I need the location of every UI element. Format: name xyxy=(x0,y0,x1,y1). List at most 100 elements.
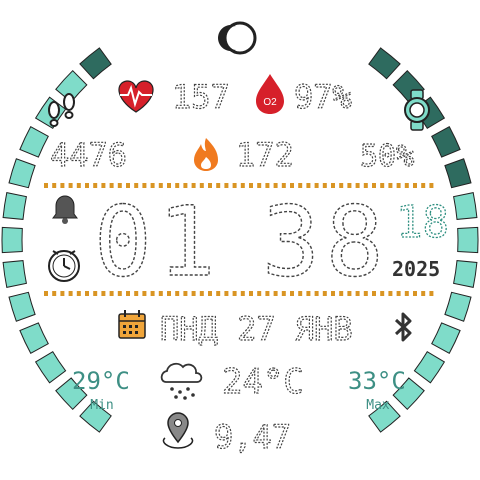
separator-dot xyxy=(199,291,204,296)
separator-dot xyxy=(281,291,286,296)
separator-dot xyxy=(298,291,303,296)
moon-icon xyxy=(218,21,257,55)
right-gauge-segment xyxy=(368,400,401,433)
spo2-value: 97% xyxy=(294,78,352,116)
separator-dot xyxy=(355,291,360,296)
separator-dot xyxy=(388,183,393,188)
separator-dot xyxy=(93,291,98,296)
separator-dot xyxy=(429,183,434,188)
separator-dot xyxy=(404,291,409,296)
separator-dot xyxy=(109,291,114,296)
separator-bottom xyxy=(44,291,434,296)
separator-dot xyxy=(404,183,409,188)
heart-pulse-icon xyxy=(118,80,154,113)
separator-dot xyxy=(68,291,73,296)
separator-dot xyxy=(339,291,344,296)
separator-dot xyxy=(142,291,147,296)
separator-dot xyxy=(380,183,385,188)
right-gauge-segment xyxy=(444,158,472,189)
separator-dot xyxy=(101,291,106,296)
separator-dot xyxy=(68,183,73,188)
separator-dot xyxy=(216,291,221,296)
separator-top xyxy=(44,183,434,188)
separator-dot xyxy=(175,291,180,296)
min-temp-value: 29°C xyxy=(72,367,130,395)
left-gauge-segment xyxy=(8,291,36,322)
left-gauge-segment xyxy=(79,47,112,80)
separator-dot xyxy=(232,291,237,296)
separator-dot xyxy=(257,183,262,188)
separator-dot xyxy=(44,291,48,296)
separator-dot xyxy=(167,183,171,188)
separator-dot xyxy=(60,183,65,188)
separator-dot xyxy=(281,183,286,188)
separator-dot xyxy=(126,291,130,296)
left-gauge-segment xyxy=(8,158,36,189)
left-gauge-segment xyxy=(34,351,67,384)
flame-icon xyxy=(194,138,218,171)
separator-dot xyxy=(421,291,426,296)
separator-dot xyxy=(314,183,319,188)
right-gauge-segment xyxy=(368,47,401,80)
separator-dot xyxy=(306,183,311,188)
separator-dot xyxy=(76,183,81,188)
separator-dot xyxy=(216,183,221,188)
right-gauge-segment xyxy=(431,126,461,158)
separator-dot xyxy=(290,291,294,296)
calendar-icon xyxy=(118,310,146,339)
max-temp-label: Max xyxy=(366,398,390,413)
distance-value: 9,47 xyxy=(214,418,291,456)
left-gauge-segment xyxy=(2,192,27,220)
separator-dot xyxy=(331,183,335,188)
separator-dot xyxy=(240,291,245,296)
separator-dot xyxy=(52,183,57,188)
left-gauge-segment xyxy=(19,126,49,158)
separator-dot xyxy=(347,291,352,296)
time-minutes: 38 xyxy=(262,186,390,298)
date-text: ПНД 27 ЯНВ xyxy=(160,310,353,348)
separator-dot xyxy=(224,291,229,296)
battery-value: 50% xyxy=(360,139,414,174)
separator-dot xyxy=(347,183,352,188)
separator-dot xyxy=(249,183,253,188)
separator-dot xyxy=(396,291,401,296)
separator-dot xyxy=(117,183,122,188)
separator-dot xyxy=(322,183,327,188)
right-gauge-segment xyxy=(453,192,478,220)
separator-dot xyxy=(191,291,196,296)
separator-dot xyxy=(208,291,212,296)
separator-dot xyxy=(224,183,229,188)
right-gauge-segment xyxy=(444,291,472,322)
separator-dot xyxy=(199,183,204,188)
separator-dot xyxy=(265,183,270,188)
bluetooth-icon xyxy=(394,312,412,342)
steps-value: 4476 xyxy=(50,136,127,174)
separator-dot xyxy=(363,183,368,188)
left-gauge-segment xyxy=(79,400,112,433)
right-gauge-segment xyxy=(457,226,479,254)
separator-dot xyxy=(208,183,212,188)
separator-dot xyxy=(314,291,319,296)
separator-dot xyxy=(273,183,278,188)
separator-dot xyxy=(380,291,385,296)
o2-drop-icon: O2 xyxy=(256,74,284,114)
separator-dot xyxy=(339,183,344,188)
separator-dot xyxy=(101,183,106,188)
separator-dot xyxy=(372,183,376,188)
separator-dot xyxy=(158,291,163,296)
separator-dot xyxy=(331,291,335,296)
separator-dot xyxy=(175,183,180,188)
separator-dot xyxy=(249,291,253,296)
separator-dot xyxy=(257,291,262,296)
separator-dot xyxy=(273,291,278,296)
separator-dot xyxy=(158,183,163,188)
footprints-icon xyxy=(48,93,75,127)
o2-label: O2 xyxy=(263,97,277,108)
separator-dot xyxy=(93,183,98,188)
heart-rate-value: 157 xyxy=(172,78,230,116)
separator-dot xyxy=(117,291,122,296)
separator-dot xyxy=(142,183,147,188)
year-value: 2025 xyxy=(392,257,440,281)
separator-dot xyxy=(232,183,237,188)
right-gauge-segment xyxy=(453,260,478,288)
